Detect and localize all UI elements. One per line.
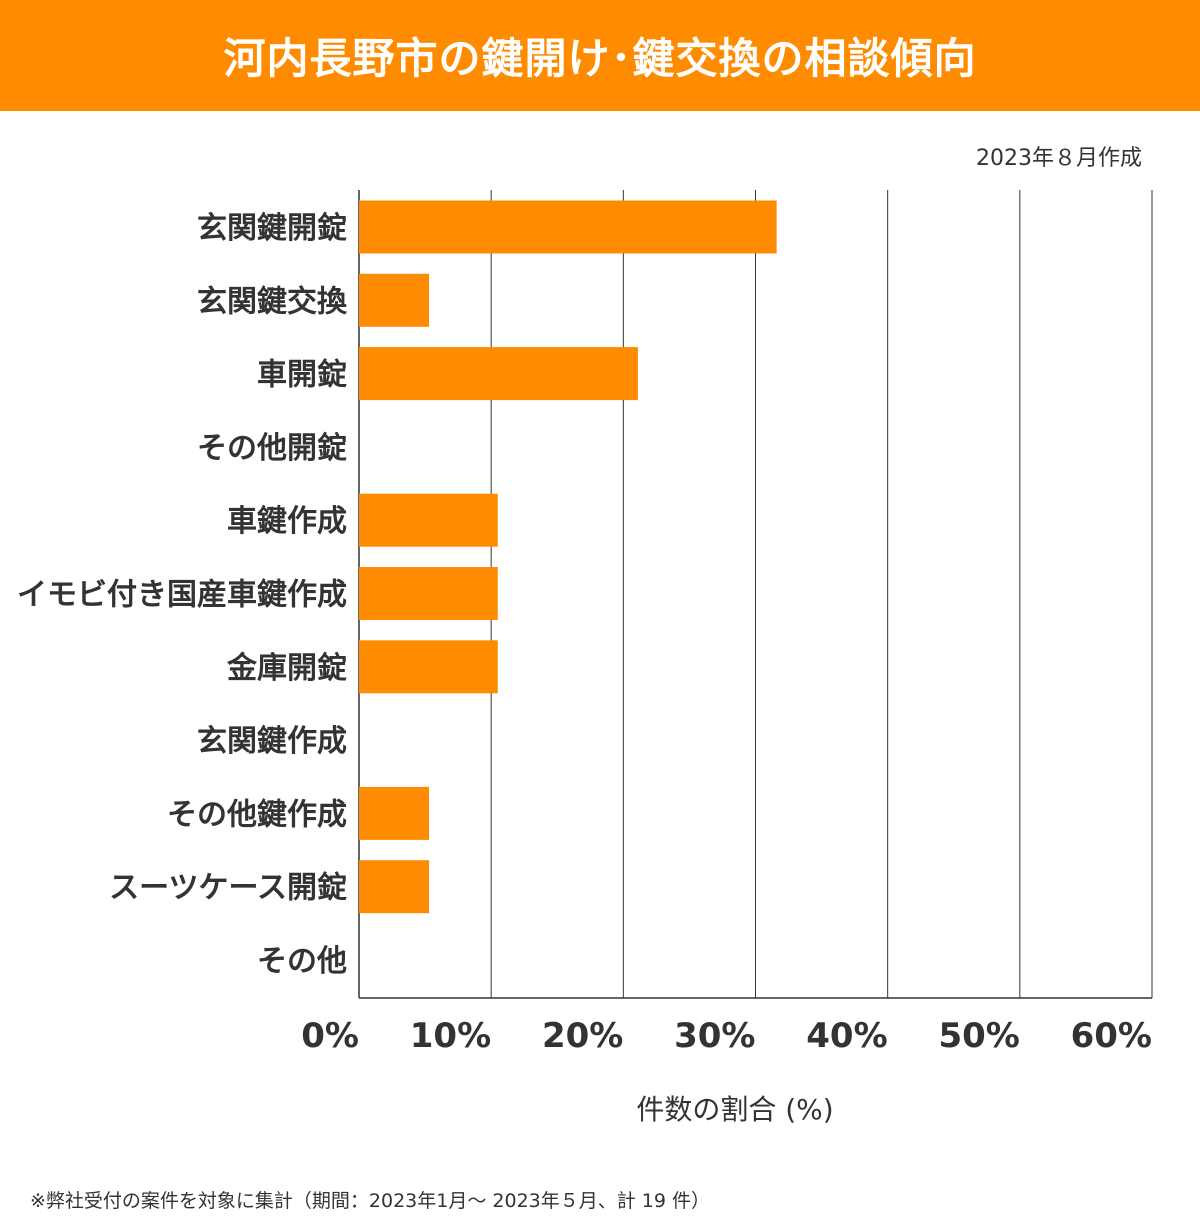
category-label: その他 [257,944,347,979]
title-banner: 河内長野市の鍵開け･鍵交換の相談傾向 [0,0,1200,111]
x-tick-label: 0% [301,1016,359,1056]
bar [359,347,638,401]
created-date: 2023年８月作成 [976,146,1142,171]
category-label: 車開錠 [257,358,347,393]
bar [359,640,498,694]
bar-layer [359,200,777,914]
page-title: 河内長野市の鍵開け･鍵交換の相談傾向 [223,34,977,83]
bar [359,493,498,547]
bar [359,786,430,840]
bar [359,860,430,914]
x-axis-label: 件数の割合 (%) [636,1093,834,1126]
x-tick-label: 60% [1071,1016,1152,1056]
category-label: 玄関鍵交換 [197,284,348,319]
category-label: その他鍵作成 [167,797,347,832]
x-tick-label: 50% [938,1016,1019,1056]
category-label: スーツケース開錠 [109,871,347,906]
category-label: イモビ付き国産車鍵作成 [17,578,347,613]
category-label: その他開錠 [197,431,347,466]
tick-layer: 0% 10% 20% 30% 40% 50% 60% [301,1016,1152,1056]
bar [359,567,498,620]
footnote: ※弊社受付の案件を対象に集計（期間：2023年1月～ 2023年５月、計 19 … [30,1190,711,1212]
x-tick-label: 20% [542,1016,623,1056]
x-tick-label: 10% [410,1016,491,1056]
category-label: 金庫開錠 [226,651,347,686]
bar [359,273,430,327]
x-tick-label: 30% [674,1016,755,1056]
label-layer: 玄関鍵開錠玄関鍵交換車開錠その他開錠車鍵作成イモビ付き国産車鍵作成金庫開錠玄関鍵… [17,211,348,979]
bar [359,200,777,254]
category-label: 玄関鍵作成 [197,724,347,759]
category-label: 玄関鍵開錠 [197,211,347,246]
x-tick-label: 40% [806,1016,887,1056]
category-label: 車鍵作成 [227,504,347,539]
